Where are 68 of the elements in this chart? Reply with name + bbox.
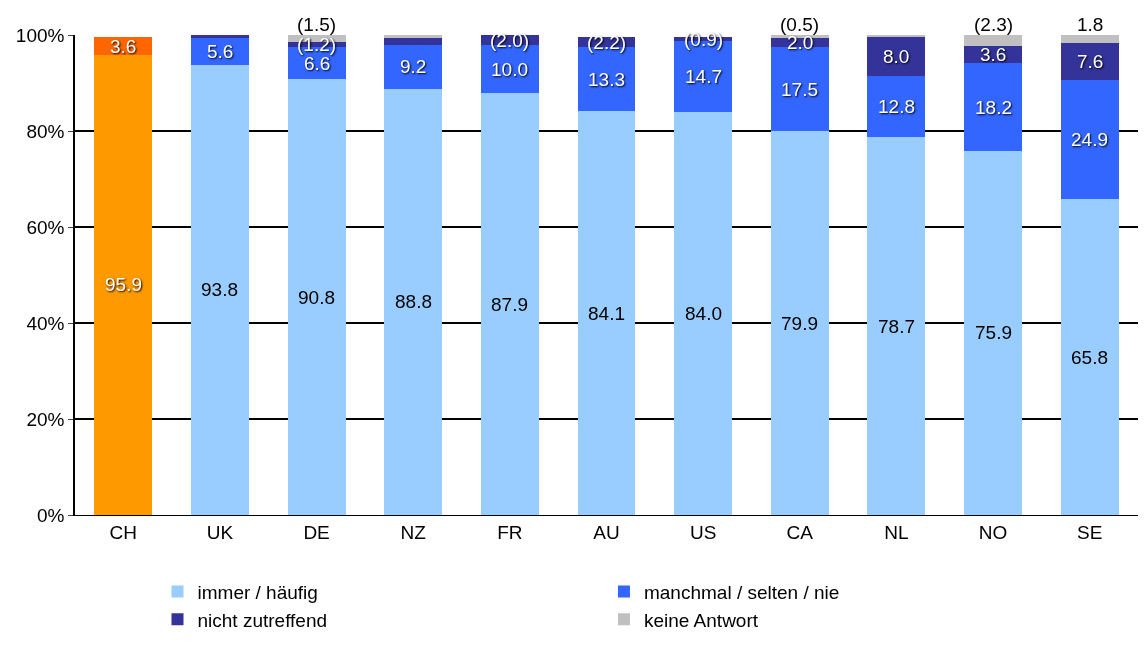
data-label: (1.5) <box>297 14 337 35</box>
y-tick-label: 0% <box>36 504 65 526</box>
data-label: 1.8 <box>1077 14 1104 35</box>
x-tick-label: DE <box>303 521 330 543</box>
legend-label: keine Antwort <box>643 609 759 631</box>
bar <box>770 131 829 515</box>
data-label: 90.8 <box>298 287 335 308</box>
data-label: 8.0 <box>883 46 910 67</box>
x-tick-label: US <box>689 521 717 543</box>
bar <box>190 64 249 515</box>
bar <box>384 88 443 515</box>
data-label: 9.2 <box>400 56 427 77</box>
data-label: 10.0 <box>491 59 528 80</box>
bar <box>480 93 539 515</box>
y-tick-label: 100% <box>15 24 65 46</box>
data-label: 18.2 <box>975 97 1012 118</box>
x-tick-label: NO <box>978 521 1008 543</box>
data-label: 79.9 <box>781 313 818 334</box>
x-tick-label: CA <box>786 521 814 543</box>
data-label: 78.7 <box>878 316 915 337</box>
bar <box>1060 79 1119 200</box>
data-label: (2.0) <box>490 30 530 51</box>
bar <box>867 137 926 515</box>
data-label: 13.3 <box>588 69 625 90</box>
legend-label: manchmal / selten / nie <box>643 581 840 603</box>
x-tick-label: FR <box>497 521 523 543</box>
bar <box>384 38 443 45</box>
bar <box>1060 199 1119 515</box>
data-label: 7.6 <box>1077 51 1104 72</box>
x-tick-label: CH <box>109 521 138 543</box>
legend-label: nicht zutreffend <box>197 609 328 631</box>
data-label: 5.6 <box>207 41 234 62</box>
data-label: 12.8 <box>878 96 915 117</box>
y-tick-label: 80% <box>26 120 65 142</box>
x-tick-label: NL <box>884 521 909 543</box>
bar <box>94 54 153 515</box>
y-tick-label: 20% <box>26 408 65 430</box>
bar <box>674 111 733 515</box>
data-label: 17.5 <box>781 79 818 100</box>
data-label: 95.9 <box>105 274 142 295</box>
data-label: 65.8 <box>1071 347 1108 368</box>
bar <box>964 35 1023 47</box>
x-tick-label: UK <box>206 521 234 543</box>
data-label: 93.8 <box>201 279 238 300</box>
x-tick-label: NZ <box>400 521 427 543</box>
data-label: (0.5) <box>780 14 820 35</box>
data-label: 6.6 <box>304 53 331 74</box>
data-label: (2.2) <box>587 32 627 53</box>
bar <box>577 111 636 515</box>
data-label: 84.0 <box>685 303 722 324</box>
data-label: 3.6 <box>110 36 137 57</box>
x-tick-label: AU <box>593 521 620 543</box>
y-tick-label: 60% <box>26 216 65 238</box>
data-label: 84.1 <box>588 303 625 324</box>
data-label: (2.3) <box>974 14 1014 35</box>
x-tick-label: SE <box>1077 521 1103 543</box>
data-label: 3.6 <box>980 44 1007 65</box>
bar <box>964 150 1023 515</box>
y-tick-label: 40% <box>26 312 65 334</box>
bar <box>1060 35 1119 44</box>
data-label: 87.9 <box>491 294 528 315</box>
data-label: 14.7 <box>685 66 722 87</box>
bar <box>287 79 346 515</box>
data-label: 24.9 <box>1071 129 1108 150</box>
data-label: 88.8 <box>395 291 432 312</box>
legend-label: immer / häufig <box>197 581 318 603</box>
data-label: 75.9 <box>975 322 1012 343</box>
bar <box>190 35 249 38</box>
